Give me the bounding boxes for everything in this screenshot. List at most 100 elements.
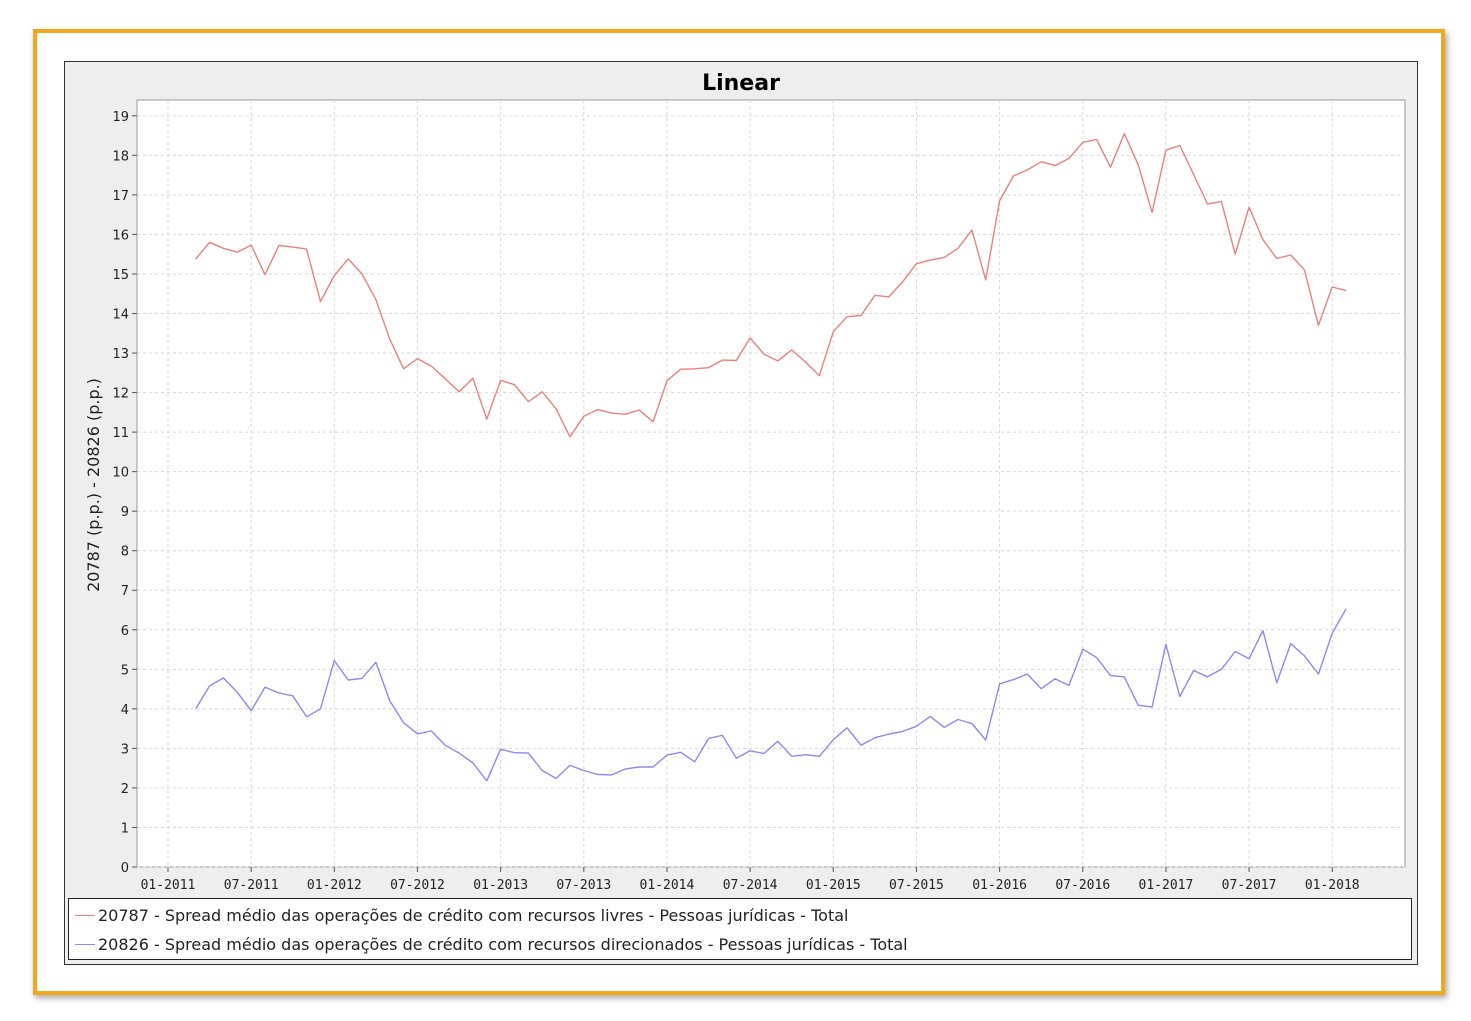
data-point [984,278,987,281]
data-point [693,367,696,370]
legend-label-series-1: 20787 - Spread médio das operações de cr… [98,905,849,925]
data-point [873,294,876,297]
data-point [624,413,627,416]
data-point [1123,132,1126,135]
data-point [721,734,724,737]
data-point [499,748,502,751]
data-point [250,709,253,712]
data-point [333,659,336,662]
y-tick-label: 12 [112,387,129,402]
x-tick-label: 07-2016 [1055,878,1110,893]
data-point [264,686,267,689]
x-tick-label: 01-2014 [640,878,695,893]
x-tick-label: 07-2017 [1222,878,1277,893]
data-point [1026,673,1029,676]
data-point [1317,673,1320,676]
x-tick-label: 07-2011 [224,878,279,893]
data-point [499,379,502,382]
data-point [485,418,488,421]
y-tick-label: 6 [121,624,129,639]
data-point [458,752,461,755]
data-point [1054,677,1057,680]
data-point [582,415,585,418]
data-point [541,769,544,772]
data-point [693,760,696,763]
chart-title: Linear [702,71,780,96]
legend-item-series-1: 20787 - Spread médio das operações de cr… [75,902,848,928]
data-point [887,733,890,736]
data-point [1164,643,1167,646]
data-point [943,726,946,729]
y-tick-label: 4 [121,703,129,718]
data-point [998,199,1001,202]
data-point [929,259,932,262]
data-point [416,357,419,360]
data-point [860,744,863,747]
data-point [416,732,419,735]
data-point [873,736,876,739]
data-point [860,314,863,317]
data-point [305,715,308,718]
data-point [361,677,364,680]
data-point [1248,206,1251,209]
data-point [596,773,599,776]
data-point [1317,324,1320,327]
data-point [596,408,599,411]
y-tick-label: 17 [112,189,129,204]
x-tick-label: 07-2012 [390,878,445,893]
y-tick-label: 5 [121,663,129,678]
data-point [471,762,474,765]
series-line-2 [195,608,1347,782]
data-point [679,751,682,754]
series-line-1 [195,132,1347,438]
data-point [264,273,267,276]
y-tick-label: 10 [112,466,129,481]
data-point [1081,141,1084,144]
data-point [1220,668,1223,671]
y-tick-label: 1 [121,821,129,836]
data-point [1220,200,1223,203]
data-point [1192,669,1195,672]
data-point [485,779,488,782]
data-point [666,379,669,382]
data-point [347,679,350,682]
data-point [291,694,294,697]
data-point [527,752,530,755]
legend-label-series-2: 20826 - Spread médio das operações de cr… [98,934,908,954]
data-point [361,273,364,276]
data-point [444,744,447,747]
data-point [846,315,849,318]
legend-item-series-2: 20826 - Spread médio das operações de cr… [75,931,908,957]
data-point [707,366,710,369]
data-point [735,757,738,760]
data-point [1067,157,1070,160]
data-point [1040,687,1043,690]
data-point [430,730,433,733]
data-point [1137,163,1140,166]
data-point [236,251,239,254]
data-point [652,766,655,769]
data-point [1178,695,1181,698]
data-point [929,715,932,718]
data-point [568,435,571,438]
data-point [1234,650,1237,653]
x-tick-label: 07-2015 [889,878,944,893]
data-point [1095,138,1098,141]
data-point [555,407,558,410]
data-point [943,256,946,259]
y-axis-label: 20787 (p.p.) - 20826 (p.p.) [84,378,103,592]
data-point [818,755,821,758]
data-point [1137,704,1140,707]
data-point [1331,286,1334,289]
data-point [1109,674,1112,677]
data-point [790,755,793,758]
data-point [1289,642,1292,645]
data-point [1345,607,1348,610]
data-point [1067,684,1070,687]
data-point [222,677,225,680]
data-point [1206,675,1209,678]
data-point [430,365,433,368]
data-point [763,752,766,755]
